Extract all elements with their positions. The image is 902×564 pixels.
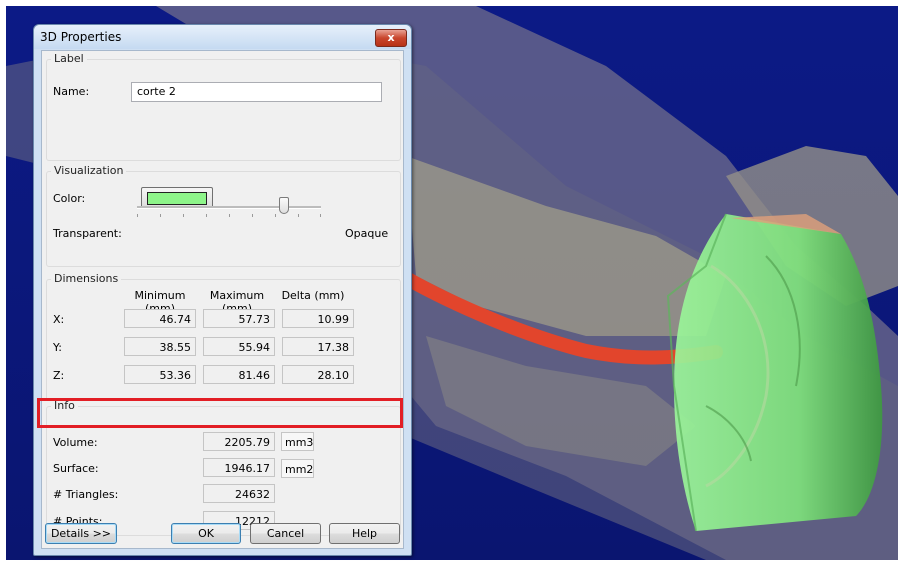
y-delta-value: 17.38 (282, 337, 354, 356)
slider-tick (252, 214, 253, 217)
close-icon: x (387, 31, 395, 44)
delta-column-header: Delta (mm) (281, 289, 345, 302)
x-delta-value: 10.99 (282, 309, 354, 328)
slider-tick (183, 214, 184, 217)
color-label: Color: (53, 192, 86, 205)
slider-tick (298, 214, 299, 217)
dialog-title: 3D Properties (40, 30, 122, 44)
y-label: Y: (53, 341, 62, 354)
z-max-value: 81.46 (203, 365, 275, 384)
slider-tick (320, 214, 321, 217)
ok-button[interactable]: OK (171, 523, 241, 544)
dimensions-group: Dimensions Minimum (mm) Maximum (mm) Del… (46, 272, 401, 401)
opacity-slider-track[interactable] (137, 206, 321, 209)
triangles-label: # Triangles: (53, 488, 119, 501)
details-button[interactable]: Details >> (45, 523, 117, 544)
opaque-label: Opaque (345, 227, 389, 240)
slider-tick (160, 214, 161, 217)
slider-tick (206, 214, 207, 217)
info-group-title: Info (51, 399, 78, 412)
close-button[interactable]: x (375, 29, 407, 47)
label-group: Label Name: corte 2 (46, 52, 401, 161)
x-max-value: 57.73 (203, 309, 275, 328)
x-min-value: 46.74 (124, 309, 196, 328)
name-label: Name: (53, 85, 90, 98)
dialog-client: Label Name: corte 2 Visualization Color:… (41, 50, 404, 549)
transparent-label: Transparent: (53, 227, 122, 240)
opacity-slider-thumb[interactable] (279, 197, 290, 214)
slider-tick (137, 214, 138, 217)
volume-unit: mm3 (281, 432, 314, 451)
slider-tick (275, 214, 276, 217)
z-delta-value: 28.10 (282, 365, 354, 384)
label-group-title: Label (51, 52, 87, 65)
color-picker-button[interactable] (141, 187, 213, 209)
y-min-value: 38.55 (124, 337, 196, 356)
z-label: Z: (53, 369, 65, 382)
z-min-value: 53.36 (124, 365, 196, 384)
volume-label: Volume: (53, 436, 98, 449)
surface-label: Surface: (53, 462, 99, 475)
visualization-group: Visualization Color: Transparent: Opaque (46, 164, 401, 267)
cancel-button[interactable]: Cancel (250, 523, 321, 544)
visualization-group-title: Visualization (51, 164, 127, 177)
y-max-value: 55.94 (203, 337, 275, 356)
help-button[interactable]: Help (329, 523, 400, 544)
triangles-value: 24632 (203, 484, 275, 503)
surface-unit: mm2 (281, 459, 314, 478)
x-label: X: (53, 313, 65, 326)
surface-value: 1946.17 (203, 458, 275, 477)
volume-value: 2205.79 (203, 432, 275, 451)
dimensions-group-title: Dimensions (51, 272, 122, 285)
name-input[interactable]: corte 2 (131, 82, 382, 102)
slider-tick (229, 214, 230, 217)
3d-properties-dialog: 3D Properties x Label Name: corte 2 Visu… (33, 24, 412, 556)
color-swatch (147, 192, 207, 205)
dialog-titlebar[interactable]: 3D Properties x (34, 25, 411, 49)
cut-mesh (666, 213, 883, 532)
info-group: Info Volume: 2205.79 mm3 Surface: 1946.1… (46, 399, 401, 536)
